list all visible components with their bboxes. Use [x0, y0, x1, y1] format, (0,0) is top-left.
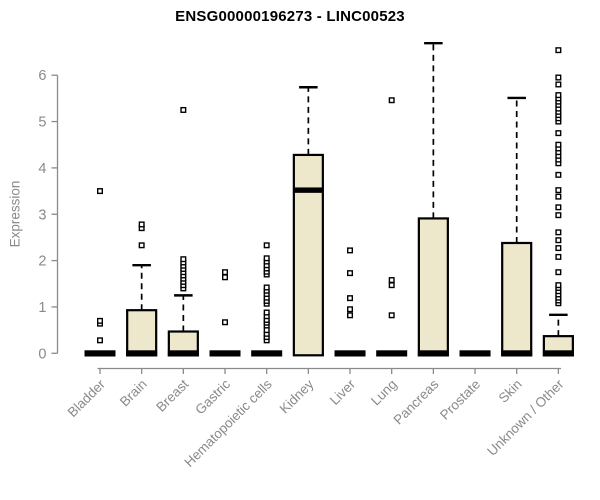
- outlier-point: [263, 242, 270, 249]
- y-tick-label: 3: [38, 207, 46, 223]
- outlier-point: [555, 237, 562, 244]
- x-category-label: Prostate: [437, 377, 483, 423]
- outlier-point: [263, 284, 270, 291]
- outlier-point: [555, 130, 562, 137]
- outlier-point: [222, 319, 229, 326]
- y-tick-label: 4: [38, 161, 46, 177]
- outlier-point: [347, 270, 354, 277]
- outlier-point: [347, 247, 354, 254]
- x-category-label: Skin: [496, 377, 525, 406]
- outlier-point: [555, 212, 562, 219]
- outlier-point: [388, 277, 395, 284]
- x-category-label: Brain: [117, 377, 150, 410]
- x-category-label: Lung: [368, 377, 400, 409]
- x-category-label: Unknown / Other: [484, 376, 567, 459]
- x-category-label: Bladder: [65, 376, 109, 420]
- outlier-point: [388, 97, 395, 104]
- outlier-point: [555, 171, 562, 178]
- box: [417, 217, 449, 357]
- median-line: [293, 187, 324, 193]
- median-line: [251, 350, 283, 357]
- x-category-label: Kidney: [277, 376, 317, 416]
- x-category-label: Pancreas: [391, 376, 442, 427]
- y-axis: 0 1 2 3 4 5 6: [38, 68, 59, 362]
- outlier-point: [555, 193, 562, 200]
- outlier-point: [555, 141, 562, 148]
- y-tick-label: 6: [38, 68, 46, 84]
- outliers: [96, 47, 562, 344]
- median-line: [542, 350, 574, 357]
- box: [292, 153, 324, 357]
- outlier-point: [555, 81, 562, 88]
- outlier-point: [263, 255, 270, 262]
- outlier-point: [347, 306, 354, 313]
- outlier-point: [347, 295, 354, 302]
- y-tick-label: 2: [38, 254, 46, 270]
- box: [126, 309, 158, 357]
- outlier-point: [138, 242, 145, 249]
- y-tick-label: 1: [38, 300, 46, 316]
- outlier-point: [555, 47, 562, 54]
- outlier-point: [96, 188, 103, 195]
- outlier-point: [388, 282, 395, 289]
- outlier-point: [180, 106, 187, 113]
- box: [501, 241, 533, 357]
- outlier-point: [263, 309, 270, 316]
- median-line: [459, 350, 491, 357]
- outlier-point: [222, 269, 229, 276]
- outlier-point: [555, 187, 562, 194]
- median-line: [167, 350, 199, 357]
- chart-title: ENSG00000196273 - LINC00523: [175, 8, 405, 25]
- outlier-point: [388, 312, 395, 319]
- median-line: [417, 350, 449, 357]
- median-line: [84, 350, 116, 357]
- outlier-point: [555, 204, 562, 211]
- outlier-point: [555, 74, 562, 81]
- boxes: [84, 42, 574, 357]
- y-tick-label: 5: [38, 115, 46, 131]
- x-category-label: Gastric: [192, 376, 233, 417]
- outlier-point: [555, 245, 562, 252]
- median-line: [334, 350, 366, 357]
- median-line: [376, 350, 408, 357]
- outlier-point: [263, 327, 270, 334]
- median-line: [209, 350, 241, 357]
- median-line: [501, 350, 533, 357]
- outlier-point: [555, 253, 562, 260]
- outlier-point: [347, 312, 354, 319]
- outlier-point: [555, 269, 562, 276]
- outlier-point: [96, 317, 103, 324]
- outlier-point: [180, 256, 187, 263]
- outlier-point: [555, 92, 562, 99]
- outlier-point: [96, 337, 103, 344]
- x-category-label: Liver: [327, 376, 359, 408]
- outlier-point: [555, 282, 562, 289]
- y-tick-label: 0: [38, 346, 46, 362]
- median-line: [126, 350, 158, 357]
- outlier-point: [222, 274, 229, 281]
- outlier-point: [555, 229, 562, 236]
- x-category-label: Breast: [153, 376, 191, 414]
- outlier-point: [138, 221, 145, 228]
